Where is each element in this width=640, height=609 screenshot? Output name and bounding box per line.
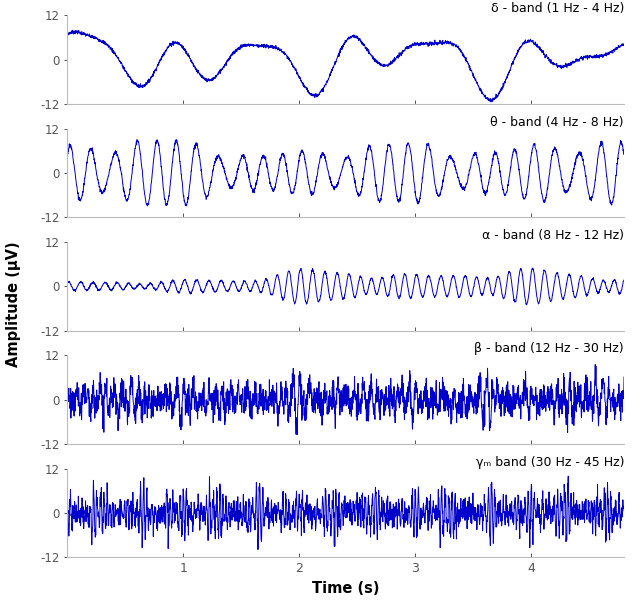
Text: Amplitude (μV): Amplitude (μV)	[6, 242, 21, 367]
Text: α - band (8 Hz - 12 Hz): α - band (8 Hz - 12 Hz)	[482, 229, 624, 242]
Text: β - band (12 Hz - 30 Hz): β - band (12 Hz - 30 Hz)	[474, 342, 624, 355]
Text: γₘ band (30 Hz - 45 Hz): γₘ band (30 Hz - 45 Hz)	[476, 456, 624, 469]
Text: δ - band (1 Hz - 4 Hz): δ - band (1 Hz - 4 Hz)	[491, 2, 624, 15]
Text: θ - band (4 Hz - 8 Hz): θ - band (4 Hz - 8 Hz)	[490, 116, 624, 128]
X-axis label: Time (s): Time (s)	[312, 580, 380, 596]
